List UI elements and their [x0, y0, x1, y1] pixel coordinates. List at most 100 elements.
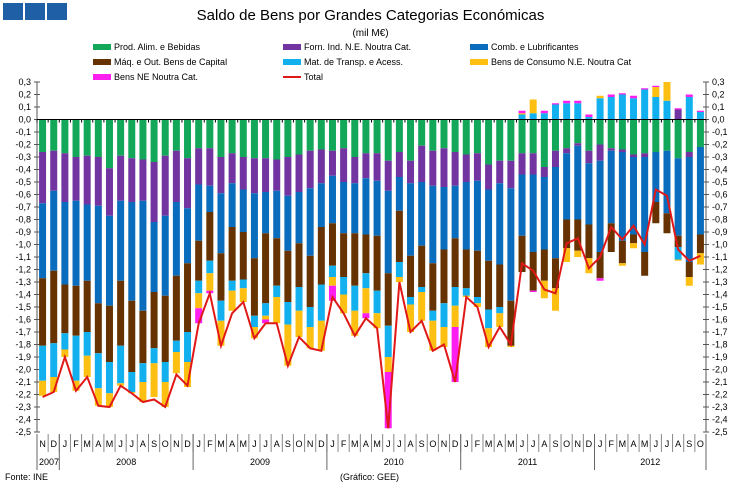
- y-tick-label-right: 0,0: [712, 115, 725, 125]
- x-month-label: M: [106, 439, 114, 449]
- bar-segment: [373, 153, 381, 181]
- x-month-label: J: [464, 439, 469, 449]
- bar-segment: [674, 259, 682, 261]
- y-tick-label-left: -2,1: [15, 377, 31, 387]
- bar-segment: [94, 388, 102, 406]
- bar-segment: [507, 345, 515, 347]
- bar-segment: [306, 119, 314, 151]
- x-month-label: D: [50, 439, 57, 449]
- x-month-label: S: [285, 439, 291, 449]
- x-month-label: D: [318, 439, 325, 449]
- bar-segment: [429, 185, 437, 264]
- legend-swatch: [470, 44, 488, 50]
- bar-segment: [206, 185, 214, 212]
- y-tick-label-left: -1,9: [15, 352, 31, 362]
- bar-segment: [61, 284, 69, 334]
- bar-segment: [61, 349, 69, 357]
- x-month-label: A: [675, 439, 681, 449]
- bar-segment: [674, 247, 682, 260]
- bar-segment: [496, 183, 504, 265]
- bar-segment: [362, 178, 370, 235]
- bar-segment: [440, 327, 448, 347]
- bar-segment: [117, 119, 125, 156]
- bar-segment: [105, 119, 113, 169]
- bar-segment: [418, 119, 426, 146]
- bar-segment: [585, 117, 593, 120]
- bar-segment: [685, 97, 693, 120]
- bar-segment: [685, 152, 693, 157]
- legend-label: Total: [304, 72, 324, 82]
- y-tick-label-left: -0,7: [15, 202, 31, 212]
- bar-segment: [262, 303, 270, 316]
- x-month-label: F: [608, 439, 614, 449]
- logo: [3, 3, 67, 20]
- bar-segment: [429, 263, 437, 311]
- bar-segment: [217, 300, 225, 321]
- bar-segment: [574, 219, 582, 251]
- x-year-label: 2012: [640, 457, 660, 467]
- bar-segment: [250, 315, 258, 327]
- bar-segment: [574, 100, 582, 104]
- bar-segment: [618, 149, 626, 152]
- bar-segment: [596, 95, 604, 99]
- bar-segment: [373, 119, 381, 154]
- x-month-label: M: [373, 439, 381, 449]
- bar-segment: [139, 310, 147, 364]
- bar-segment: [652, 87, 660, 97]
- x-month-label: S: [686, 439, 692, 449]
- bar-segment: [529, 290, 537, 292]
- x-month-label: J: [330, 439, 335, 449]
- bar-segment: [696, 234, 704, 254]
- bar-segment: [306, 188, 314, 256]
- bar-segment: [172, 275, 180, 341]
- y-tick-label-left: 0,3: [18, 77, 31, 87]
- y-tick-label-right: -0,2: [712, 140, 728, 150]
- bar-segment: [395, 262, 403, 277]
- bar-segment: [328, 265, 336, 277]
- bar-segment: [641, 252, 649, 276]
- y-tick-label-right: 0,1: [712, 102, 725, 112]
- bar-segment: [540, 113, 548, 120]
- bar-segment: [262, 315, 270, 320]
- bar-segment: [128, 202, 136, 301]
- bar-segment: [696, 147, 704, 235]
- bar-segment: [150, 292, 158, 349]
- x-month-label: J: [598, 439, 603, 449]
- y-tick-label-left: -1,3: [15, 277, 31, 287]
- legend-label: Mat. de Transp. e Acess.: [304, 57, 404, 67]
- legend-label: Bens NE Noutra Cat.: [114, 72, 199, 82]
- bar-segment: [150, 348, 158, 364]
- chart-subtitle: (mil M€): [352, 28, 389, 39]
- bar-segment: [407, 183, 415, 256]
- bar-segment: [139, 159, 147, 201]
- bar-segment: [451, 119, 459, 152]
- bar-segment: [496, 307, 504, 314]
- bar-segment: [674, 108, 682, 110]
- bar-segment: [351, 119, 359, 157]
- bar-segment: [473, 250, 481, 297]
- bar-segment: [596, 98, 604, 120]
- bar-segment: [451, 327, 459, 382]
- bar-segment: [295, 287, 303, 311]
- bar-segment: [328, 175, 336, 224]
- bar-segment: [295, 243, 303, 287]
- bar-segment: [540, 177, 548, 250]
- bar-segment: [206, 119, 214, 149]
- bar-segment: [485, 164, 493, 190]
- bar-segment: [239, 157, 247, 190]
- chart-title: Saldo de Bens por Grandes Categorias Eco…: [196, 7, 545, 24]
- bar-segment: [496, 160, 504, 184]
- bar-segment: [39, 203, 47, 279]
- bar-segment: [395, 152, 403, 177]
- bar-segment: [429, 119, 437, 151]
- y-tick-label-left: -1,7: [15, 327, 31, 337]
- y-tick-label-left: -1,6: [15, 315, 31, 325]
- bar-segment: [574, 103, 582, 120]
- bar-segment: [284, 250, 292, 302]
- bar-segment: [94, 157, 102, 206]
- bar-segment: [641, 88, 649, 90]
- legend-swatch: [283, 59, 301, 65]
- bar-segment: [39, 345, 47, 381]
- bar-segment: [340, 148, 348, 182]
- bar-segment: [540, 110, 548, 114]
